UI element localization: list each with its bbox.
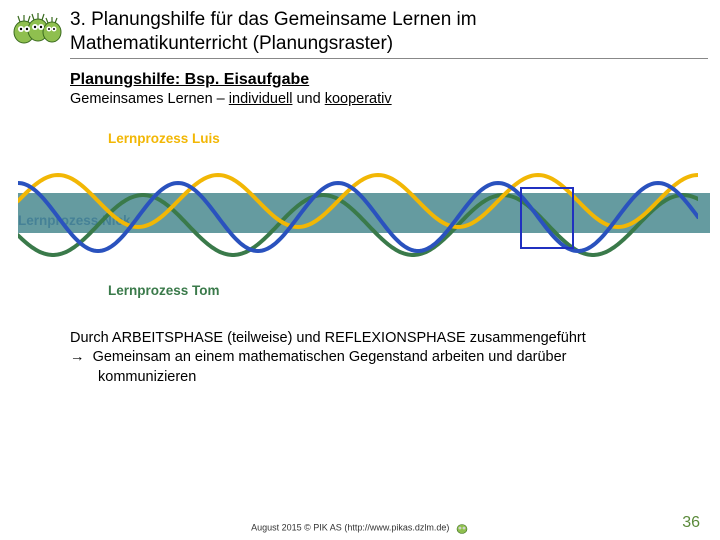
mascot-icon (12, 8, 62, 48)
subtitle-main: Planungshilfe: Bsp. Eisaufgabe (70, 71, 650, 89)
wave-diagram: Lernprozess Luis Lernprozess Nick Lernpr… (0, 131, 720, 301)
body-line-1: Durch ARBEITSPHASE (teilweise) und REFLE… (70, 330, 586, 346)
subtitle-secondary: Gemeinsames Lernen – individuell und koo… (70, 91, 650, 107)
footer: August 2015 © PIK AS (http://www.pikas.d… (0, 522, 720, 534)
slide-title: 3. Planungshilfe für das Gemeinsame Lern… (70, 8, 708, 59)
title-line-2: Mathematikunterricht (Planungsraster) (70, 33, 393, 54)
footer-text: August 2015 © PIK AS (http://www.pikas.d… (251, 522, 449, 532)
body-text: Durch ARBEITSPHASE (teilweise) und REFLE… (70, 329, 650, 388)
label-tom: Lernprozess Tom (108, 283, 220, 298)
body-line-2: → Gemeinsam an einem mathematischen Gege… (70, 348, 630, 387)
footer-mascot-icon (455, 522, 469, 534)
title-line-1: 3. Planungshilfe für das Gemeinsame Lern… (70, 9, 477, 30)
waves-svg (18, 143, 698, 283)
page-number: 36 (682, 514, 700, 532)
selection-box (520, 187, 574, 249)
